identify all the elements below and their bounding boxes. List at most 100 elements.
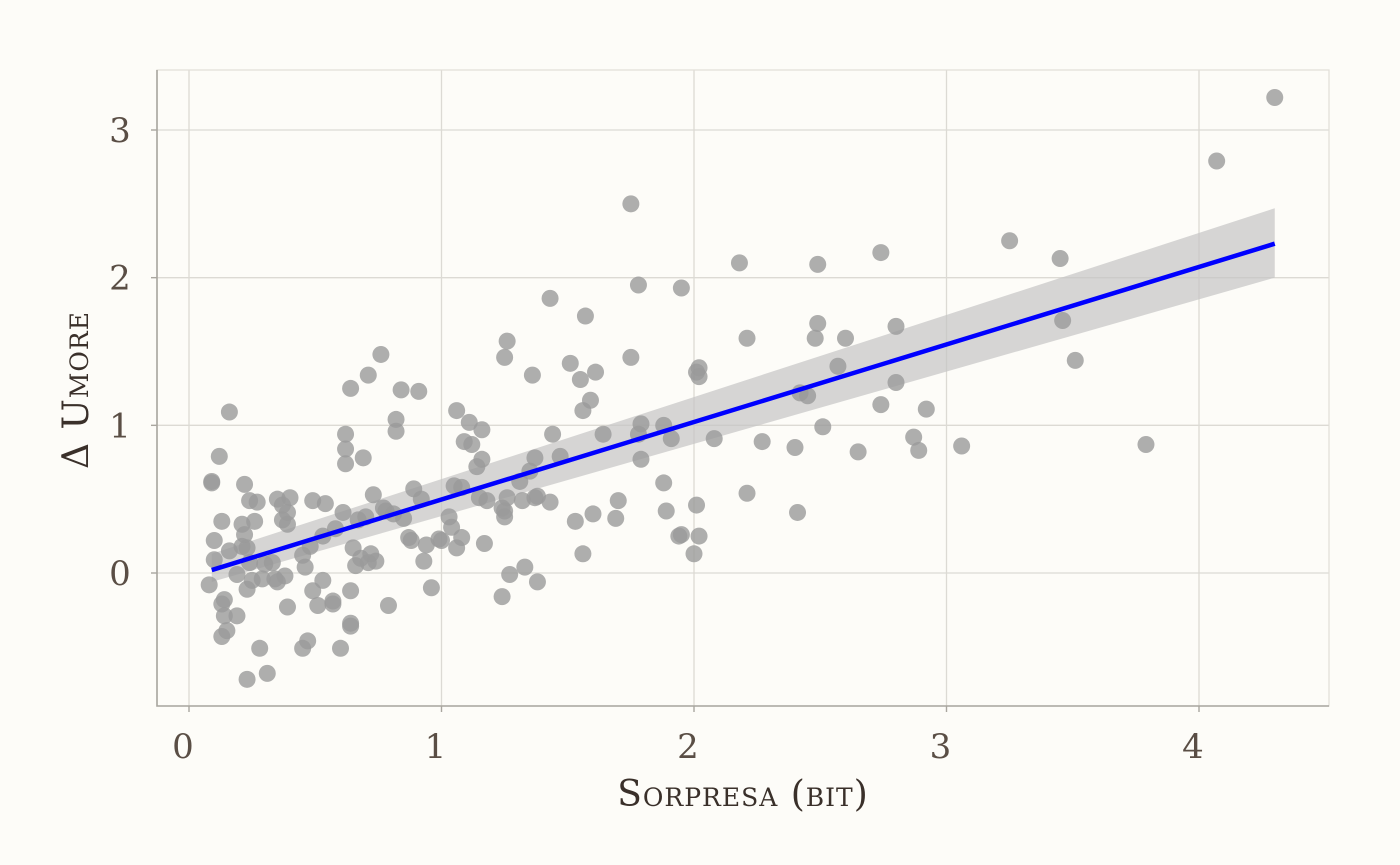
data-point — [342, 617, 360, 635]
data-point — [662, 430, 680, 448]
x-tick-label: 1 — [425, 727, 447, 767]
data-point — [887, 374, 905, 392]
data-points-layer — [200, 89, 1284, 688]
data-point — [236, 475, 254, 493]
y-tick-label: 3 — [109, 111, 131, 151]
data-point — [253, 570, 271, 588]
data-point — [422, 579, 440, 597]
data-point — [367, 552, 385, 570]
data-point — [849, 443, 867, 461]
data-point — [1266, 89, 1284, 107]
data-point — [528, 487, 546, 505]
data-point — [594, 425, 612, 443]
data-point — [203, 474, 221, 492]
data-point — [809, 255, 827, 273]
data-point — [359, 366, 377, 384]
data-point — [278, 598, 296, 616]
x-tick-label: 2 — [677, 727, 699, 767]
data-point — [387, 410, 405, 428]
data-point — [910, 441, 928, 459]
data-point — [278, 515, 296, 533]
data-point — [609, 492, 627, 510]
data-point — [316, 495, 334, 513]
data-point — [210, 447, 228, 465]
data-point — [433, 532, 450, 550]
data-point — [622, 195, 640, 213]
data-point — [324, 595, 342, 613]
data-point — [799, 387, 817, 405]
data-point — [526, 449, 544, 467]
data-point — [917, 400, 935, 418]
data-point — [228, 607, 246, 625]
data-point — [705, 430, 723, 448]
data-point — [473, 450, 491, 468]
y-tick-label: 0 — [109, 554, 131, 594]
data-point — [829, 357, 847, 375]
labels-layer: 0 1 2 3 4 0 1 2 3 Sorpresa (bit) Δ Umore — [56, 111, 1204, 815]
data-point — [622, 348, 640, 366]
data-point — [417, 536, 435, 554]
data-point — [672, 526, 690, 544]
data-point — [786, 438, 804, 456]
data-point — [251, 639, 269, 657]
data-point — [220, 403, 238, 421]
data-point — [475, 534, 493, 552]
data-point — [581, 391, 599, 409]
data-point — [278, 503, 296, 521]
data-point — [276, 567, 294, 585]
data-point — [215, 591, 233, 609]
data-point — [473, 421, 491, 439]
data-point — [379, 596, 397, 614]
data-point — [607, 509, 625, 527]
regression-line-layer — [211, 241, 1276, 573]
data-point — [953, 437, 971, 455]
data-point — [584, 505, 602, 523]
data-point — [685, 545, 703, 563]
data-point — [837, 329, 854, 347]
data-point — [528, 573, 546, 591]
data-point — [587, 363, 605, 381]
data-point — [632, 450, 650, 468]
data-point — [753, 433, 771, 451]
x-axis-title: Sorpresa (bit) — [617, 774, 869, 815]
data-point — [905, 428, 923, 446]
data-point — [561, 354, 579, 372]
data-point — [238, 539, 256, 557]
data-point — [516, 558, 534, 576]
data-point — [571, 371, 589, 389]
data-point — [1001, 232, 1019, 250]
data-point — [332, 639, 349, 657]
data-point — [1054, 311, 1072, 329]
data-point — [690, 368, 708, 386]
data-point — [544, 425, 562, 443]
data-point — [309, 596, 327, 614]
data-point — [248, 493, 266, 511]
data-point — [498, 489, 516, 507]
data-point — [493, 588, 511, 606]
data-point — [246, 512, 264, 530]
data-point — [566, 512, 584, 530]
data-point — [463, 436, 481, 454]
data-point — [574, 545, 592, 563]
x-tick-label: 4 — [1182, 727, 1204, 767]
data-point — [1051, 249, 1069, 267]
data-point — [814, 418, 832, 436]
data-point — [629, 276, 647, 294]
data-point — [501, 565, 519, 583]
data-point — [258, 664, 276, 682]
data-point — [372, 345, 390, 363]
y-axis-title: Δ Umore — [56, 311, 97, 469]
data-point — [1137, 436, 1155, 454]
data-point — [337, 440, 355, 458]
data-point — [657, 502, 675, 520]
data-point — [205, 551, 223, 569]
data-point — [263, 554, 281, 572]
data-point — [213, 512, 231, 530]
y-tick-label: 2 — [109, 259, 131, 299]
data-point — [200, 576, 218, 594]
data-point — [1208, 152, 1226, 170]
data-point — [410, 382, 428, 400]
data-point — [738, 329, 756, 347]
data-point — [872, 396, 890, 414]
